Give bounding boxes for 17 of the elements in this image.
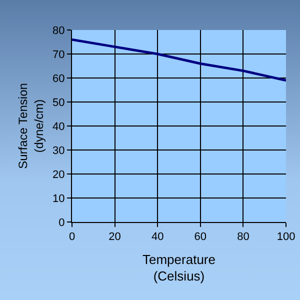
- x-tick-label: 40: [151, 231, 164, 244]
- x-tick-label: 0: [68, 231, 76, 244]
- y-axis-title: Surface Tension (dyne/cm): [16, 83, 46, 169]
- y-tick-label: 10: [52, 192, 65, 205]
- y-tick-label: 20: [52, 168, 65, 181]
- x-tick-label: 100: [276, 231, 296, 244]
- x-tick-label: 20: [108, 231, 121, 244]
- y-tick-label: 70: [52, 48, 65, 61]
- x-tick-label: 80: [237, 231, 250, 244]
- y-tick-label: 0: [58, 216, 65, 229]
- y-tick-label: 80: [52, 24, 65, 37]
- y-tick-label: 30: [52, 144, 65, 157]
- y-tick-label: 50: [52, 96, 65, 109]
- y-tick-label: 40: [52, 120, 65, 133]
- x-axis-title: Temperature (Celsius): [142, 252, 216, 284]
- y-tick-label: 60: [52, 72, 65, 85]
- x-tick-label: 60: [194, 231, 207, 244]
